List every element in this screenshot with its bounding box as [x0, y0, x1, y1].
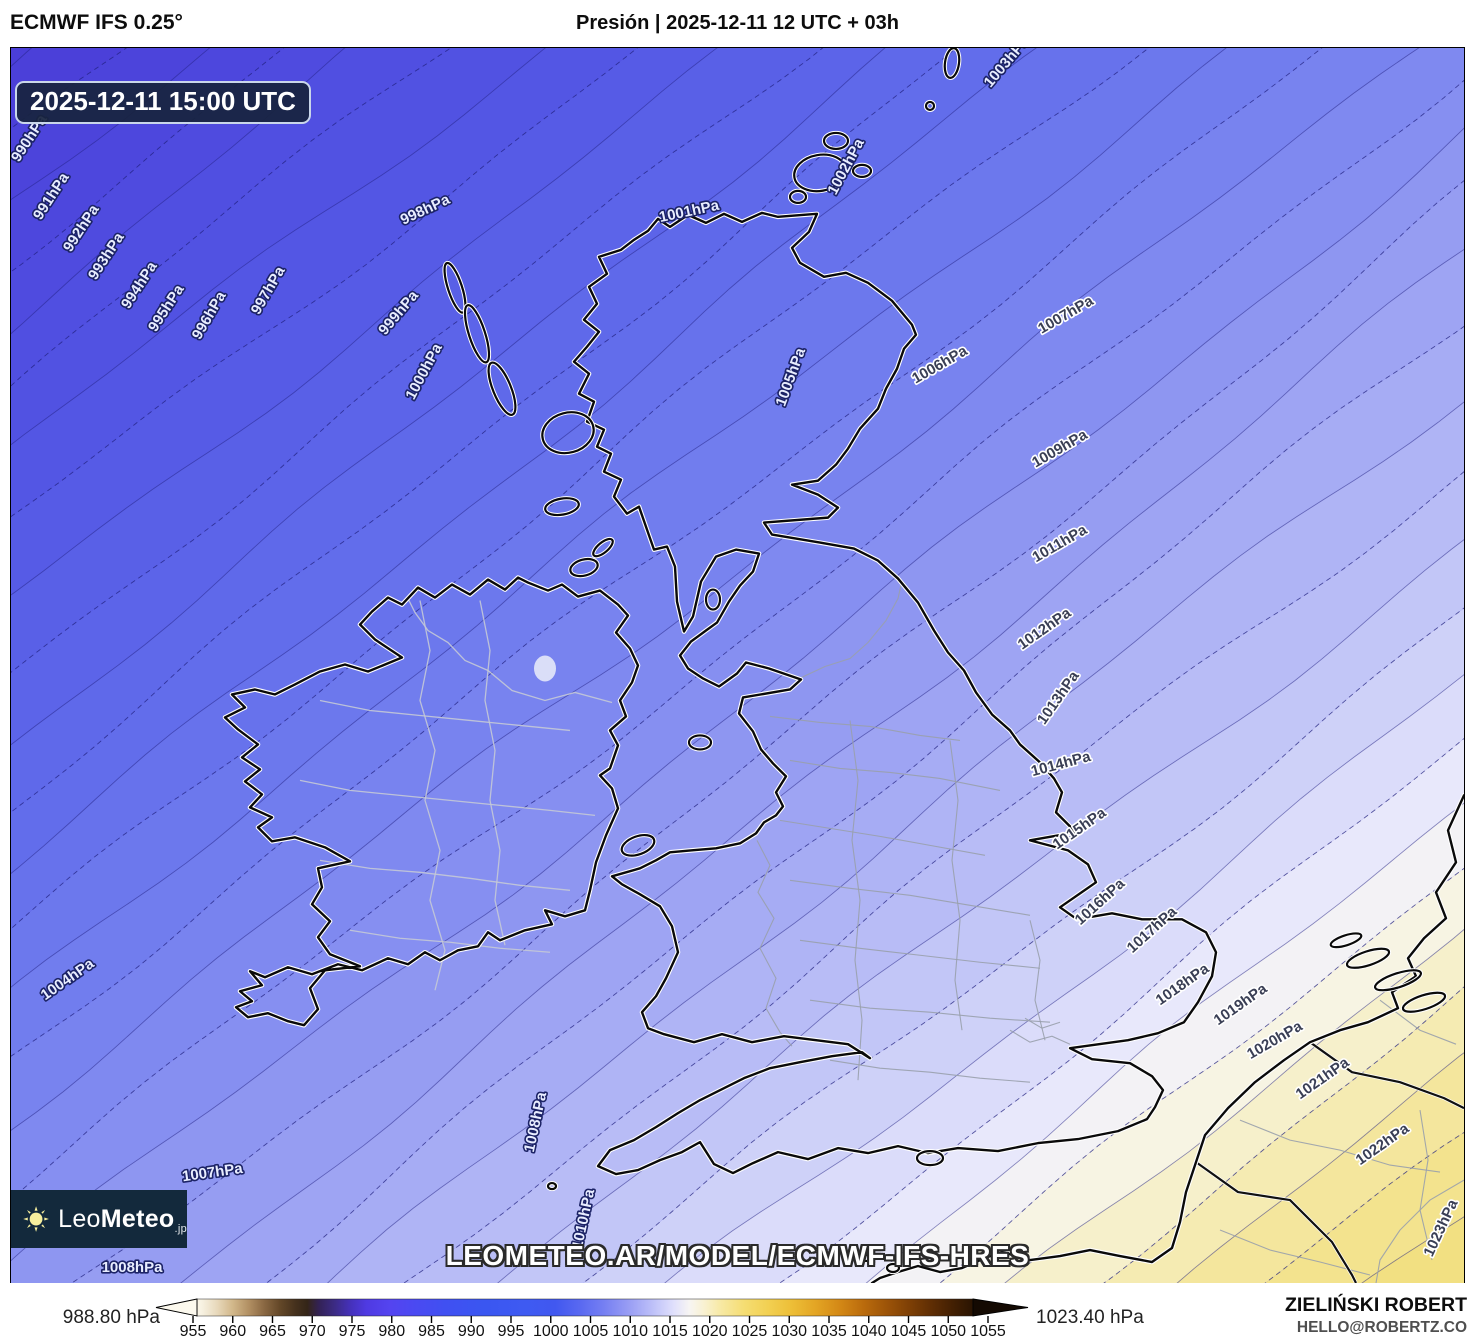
- svg-text:960: 960: [219, 1323, 246, 1338]
- timestamp-badge: 2025-12-11 15:00 UTC: [15, 81, 311, 124]
- colorbar-min-label: 988.80 hPa: [63, 1307, 161, 1328]
- author-email: HELLO@ROBERTZ.CO: [1297, 1319, 1467, 1336]
- page-title: Presión | 2025-12-11 12 UTC + 03h: [576, 12, 899, 34]
- svg-text:1020: 1020: [692, 1323, 728, 1338]
- legend-footer: 955 960 965 970 975 980 985 990 995 1000 1005 1010 1…: [0, 1283, 1475, 1338]
- svg-text:1005: 1005: [573, 1323, 609, 1338]
- svg-text:970: 970: [299, 1323, 326, 1338]
- svg-text:1045: 1045: [891, 1323, 927, 1338]
- leometeo-logo: LeoMeteo.jp: [11, 1190, 187, 1248]
- author-name: ZIELIŃSKI ROBERT: [1285, 1293, 1467, 1316]
- svg-text:1050: 1050: [930, 1323, 966, 1338]
- colorbar-legend: 955 960 965 970 975 980 985 990 995 1000 1005 1010 1…: [63, 1293, 1467, 1338]
- svg-text:980: 980: [378, 1323, 405, 1338]
- logo-wordmark: LeoMeteo.jp: [58, 1204, 187, 1235]
- colorbar-max-label: 1023.40 hPa: [1036, 1307, 1144, 1328]
- svg-text:990: 990: [458, 1323, 485, 1338]
- svg-text:955: 955: [180, 1323, 207, 1338]
- map-area[interactable]: 990hPa 991hPa 992hPa 993hPa 994hPa 995hPa 996h…: [10, 47, 1465, 1284]
- model-label: ECMWF IFS 0.25°: [10, 11, 183, 34]
- svg-text:965: 965: [259, 1323, 286, 1338]
- svg-text:1008hPa: 1008hPa: [102, 1259, 164, 1276]
- svg-text:1035: 1035: [811, 1323, 847, 1338]
- header: ECMWF IFS 0.25° Presión | 2025-12-11 12 …: [0, 0, 1475, 47]
- sun-icon: [21, 1204, 51, 1234]
- svg-text:1055: 1055: [970, 1323, 1006, 1338]
- svg-text:1000: 1000: [533, 1323, 569, 1338]
- svg-text:1040: 1040: [851, 1323, 887, 1338]
- svg-text:985: 985: [418, 1323, 445, 1338]
- svg-text:995: 995: [498, 1323, 525, 1338]
- timestamp-text: 2025-12-11 15:00 UTC: [30, 86, 296, 116]
- svg-text:1030: 1030: [771, 1323, 807, 1338]
- watermark-url: LEOMETEO.AR/MODEL/ECMWF-IFS-HRES: [445, 1240, 1030, 1271]
- svg-text:975: 975: [339, 1323, 366, 1338]
- svg-text:1010: 1010: [612, 1323, 648, 1338]
- svg-text:1025: 1025: [732, 1323, 768, 1338]
- svg-text:1015: 1015: [652, 1323, 688, 1338]
